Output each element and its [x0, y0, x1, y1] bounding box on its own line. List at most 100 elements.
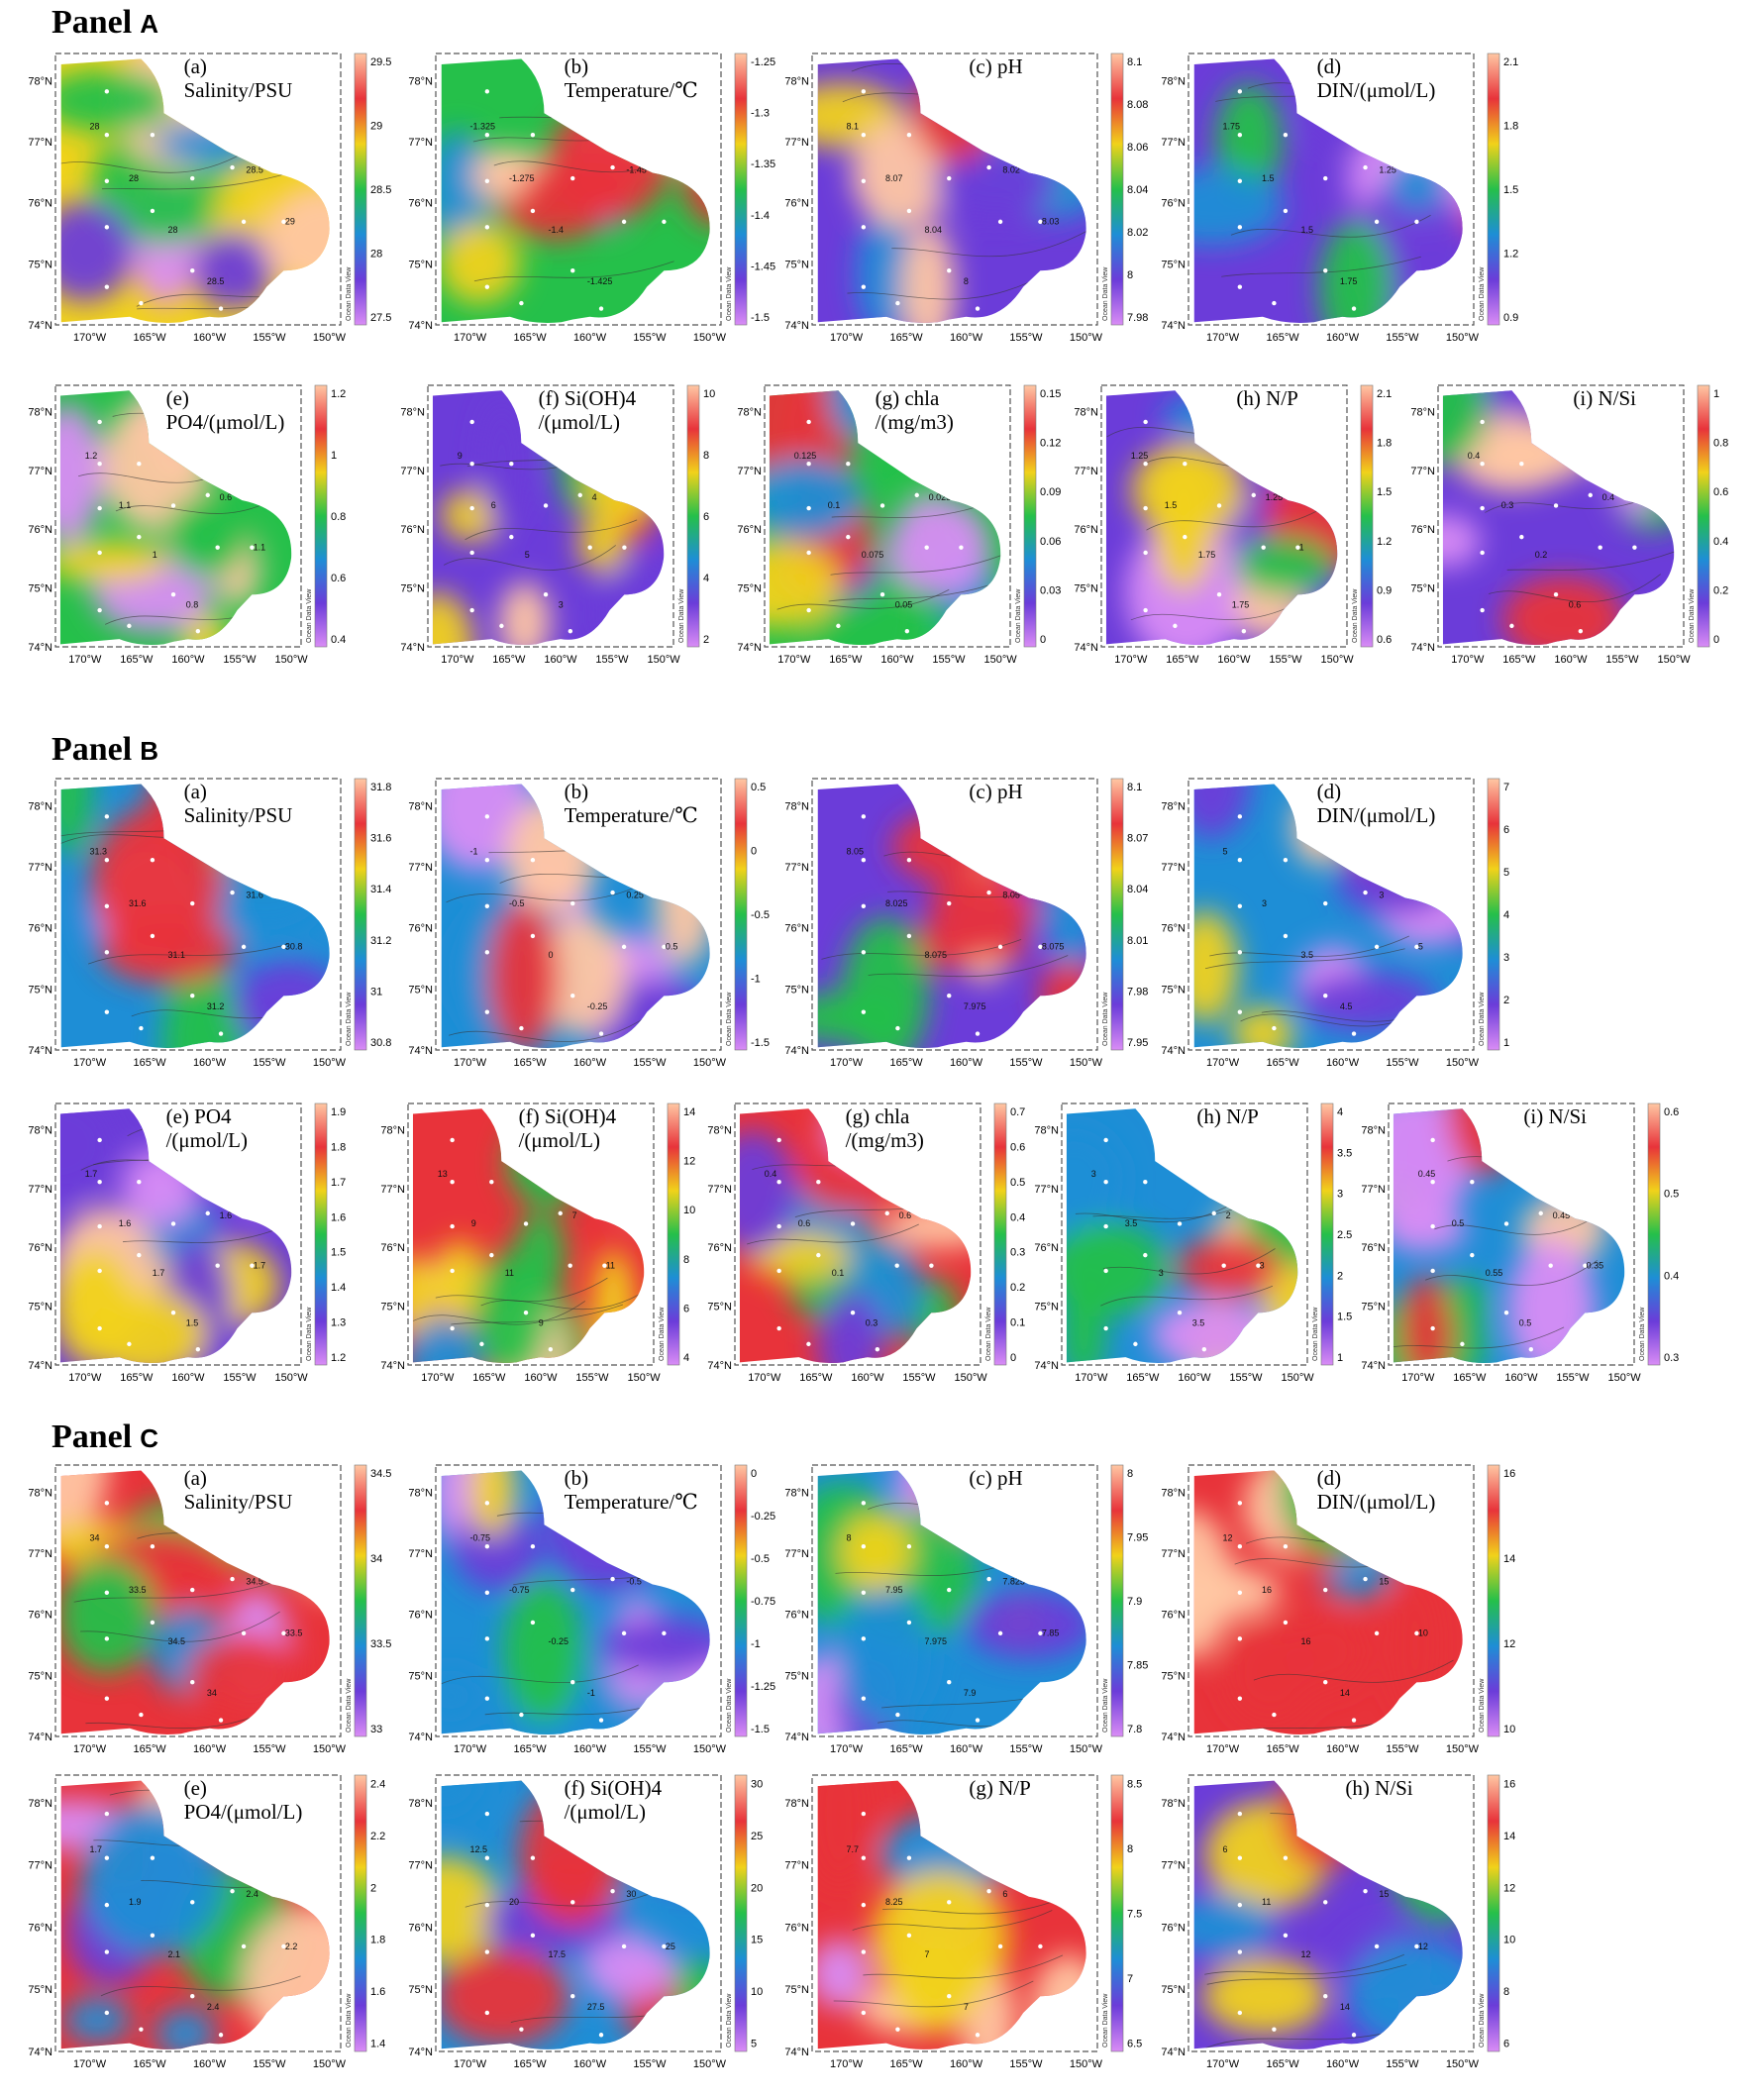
- station-dot: [1503, 1311, 1509, 1315]
- colorbar-tick: 2.1: [1503, 56, 1518, 68]
- station-dot: [530, 208, 536, 214]
- contour-label: 8.1: [847, 122, 860, 132]
- odv-watermark: Ocean Data View: [1015, 588, 1022, 643]
- station-dot: [104, 1811, 110, 1817]
- x-tick-label: 150°W: [1070, 1743, 1103, 1755]
- contour-label: 0.6: [1569, 599, 1582, 609]
- station-dot: [610, 1576, 615, 1582]
- y-tick-label: 75°N: [28, 259, 52, 270]
- station-dot: [1237, 1811, 1243, 1817]
- contour-label: 5: [525, 550, 530, 560]
- colorbar-tick: 1.5: [1503, 184, 1518, 196]
- y-tick-label: 75°N: [28, 1984, 52, 1996]
- panel-label: Panel: [52, 4, 133, 41]
- colorbar: [354, 1774, 367, 2052]
- map-svg: 1.25 1.5 1.75 1.75 1.25 1 (h) N/P 78°N 77°N 76°N 7…: [1074, 384, 1392, 666]
- station-dot: [1528, 1346, 1534, 1352]
- colorbar-tick: 31.2: [370, 935, 391, 947]
- contour-label: 2: [1226, 1210, 1231, 1220]
- x-tick-label: 160°W: [1217, 654, 1251, 666]
- map-plot-c: 8.1 8.07 8.04 8 8.02 8.03 (c) pH 78°N 77°N 76°N 75…: [784, 50, 1149, 368]
- station-dot: [241, 219, 247, 225]
- x-tick-label: 160°W: [1554, 654, 1588, 666]
- station-dot: [127, 1341, 132, 1347]
- colorbar-tick: 33: [370, 1724, 382, 1735]
- panel-letter: B: [140, 736, 158, 766]
- station-dot: [850, 1311, 856, 1315]
- station-dot: [104, 1855, 110, 1860]
- contour-label: 1.75: [1198, 550, 1216, 560]
- station-dot: [806, 1341, 811, 1347]
- station-dot: [1038, 1630, 1043, 1636]
- y-tick-label: 75°N: [1161, 1670, 1186, 1682]
- station-dot: [861, 225, 867, 230]
- y-tick-label: 77°N: [28, 862, 52, 874]
- station-dot: [1143, 462, 1148, 467]
- contour-label: 0.5: [1519, 1317, 1532, 1327]
- colorbar-tick: 3.5: [1337, 1147, 1352, 1159]
- odv-watermark: Ocean Data View: [726, 992, 733, 1046]
- contour-label: 0.075: [862, 550, 884, 560]
- station-dot: [1374, 1943, 1380, 1949]
- station-dot: [570, 175, 575, 181]
- station-dot: [1374, 219, 1380, 225]
- station-dot: [1480, 462, 1485, 467]
- station-dot: [205, 1210, 210, 1216]
- y-tick-label: 74°N: [28, 642, 52, 654]
- station-dot: [570, 994, 575, 998]
- colorbar-tick: 1.2: [1377, 536, 1392, 548]
- colorbar-tick: 6: [703, 511, 709, 523]
- map-title: /(mg/m3): [876, 410, 954, 434]
- station-dot: [1251, 492, 1256, 498]
- station-dot: [861, 284, 867, 289]
- station-dot: [806, 462, 811, 467]
- y-tick-label: 76°N: [1161, 1922, 1186, 1934]
- contour-label: 17.5: [548, 1949, 566, 1959]
- x-tick-label: 165°W: [133, 2058, 166, 2070]
- x-tick-label: 165°W: [472, 1372, 506, 1384]
- contour-label: 8.07: [885, 173, 903, 183]
- station-dot: [662, 1630, 667, 1636]
- y-tick-label: 76°N: [1074, 524, 1098, 536]
- colorbar-tick: -1.45: [751, 261, 775, 272]
- x-tick-label: 160°W: [1326, 332, 1360, 344]
- x-tick-label: 150°W: [1608, 1372, 1642, 1384]
- colorbar-tick: -1: [751, 973, 761, 985]
- odv-watermark: Ocean Data View: [346, 992, 353, 1046]
- station-dot: [97, 550, 102, 556]
- map-title: (f) Si(OH)4: [565, 1776, 663, 1800]
- station-dot: [190, 1680, 195, 1685]
- colorbar-tick: 15: [751, 1935, 763, 1946]
- contour-label: 7.975: [964, 1001, 986, 1011]
- station-dot: [1503, 1221, 1509, 1226]
- colorbar-tick: -1.5: [751, 1724, 770, 1735]
- station-dot: [1553, 592, 1559, 597]
- station-dot: [484, 133, 490, 138]
- contour-label: 0.45: [1418, 1169, 1436, 1179]
- station-dot: [1038, 219, 1043, 225]
- station-dot: [929, 1263, 934, 1268]
- station-dot: [1221, 1263, 1226, 1268]
- x-tick-label: 165°W: [1502, 654, 1536, 666]
- x-tick-label: 170°W: [1206, 332, 1240, 344]
- panel-title: Panel C: [52, 1418, 158, 1456]
- station-dot: [1211, 1210, 1216, 1216]
- y-tick-label: 77°N: [784, 1860, 809, 1872]
- map-plot-d: 1.75 1.5 1.5 1.75 1.25 (d) DIN/(μmol/L) 78°N 77°…: [1161, 50, 1525, 368]
- map-title: PO4/(μmol/L): [184, 1800, 303, 1824]
- y-tick-label: 75°N: [28, 583, 52, 595]
- station-dot: [484, 225, 490, 230]
- station-dot: [904, 628, 910, 634]
- x-tick-label: 160°W: [1326, 2058, 1360, 2070]
- contour-label: 8: [847, 1533, 852, 1543]
- contour-label: 8: [964, 276, 969, 286]
- station-dot: [170, 1311, 176, 1315]
- x-tick-label: 165°W: [889, 332, 923, 344]
- map-svg: 12 16 16 14 15 10 (d)DIN/(μmol/L) 78°N 77°N 76°N 7…: [1161, 1464, 1515, 1755]
- map-svg: 0.4 0.6 0.1 0.3 0.6 (g) chla/(mg/m3) 78°N 77°N 7…: [707, 1102, 1025, 1384]
- station-dot: [997, 1630, 1003, 1636]
- odv-watermark: Ocean Data View: [1352, 588, 1359, 643]
- contour-label: 31.2: [207, 1001, 225, 1011]
- y-tick-label: 78°N: [28, 75, 52, 87]
- contour-label: 2.2: [285, 1942, 298, 1951]
